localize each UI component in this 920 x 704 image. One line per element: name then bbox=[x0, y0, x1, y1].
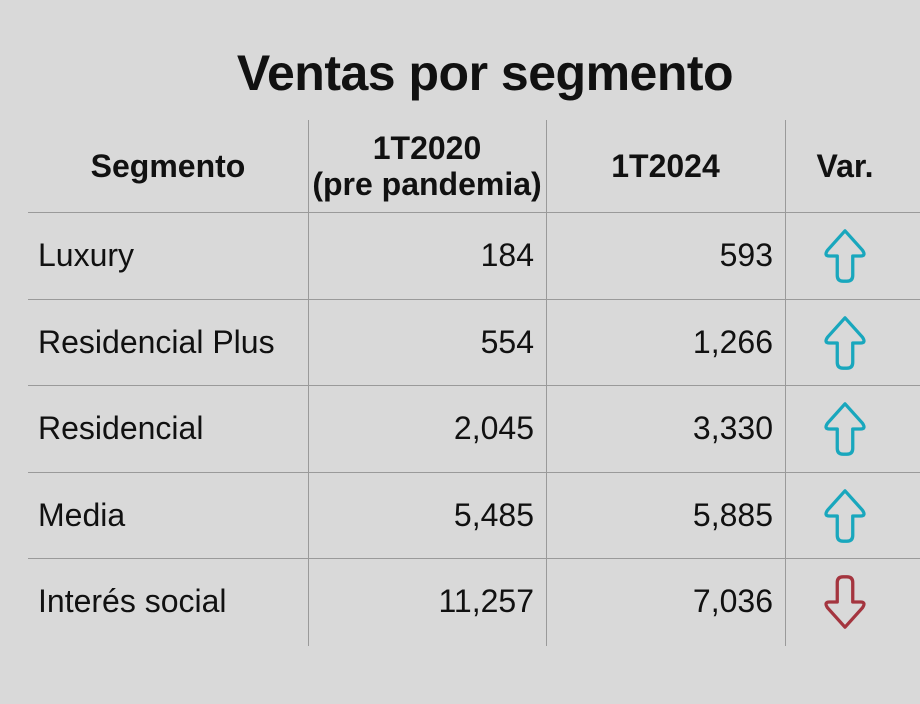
segment-cell: Residencial Plus bbox=[28, 299, 308, 386]
value-2020-cell: 11,257 bbox=[308, 558, 546, 645]
value-2020-cell: 2,045 bbox=[308, 385, 546, 472]
header-segmento: Segmento bbox=[28, 120, 308, 212]
header-1t2024: 1T2024 bbox=[546, 120, 785, 212]
value-2024-cell-text: 3,330 bbox=[692, 410, 773, 446]
value-2020-cell: 184 bbox=[308, 212, 546, 299]
row-divider bbox=[28, 472, 920, 473]
column-divider bbox=[785, 120, 786, 646]
value-2024-cell-text: 593 bbox=[719, 237, 773, 273]
arrow-up-icon bbox=[824, 401, 866, 456]
arrow-up-icon bbox=[824, 488, 866, 543]
segment-cell-text: Luxury bbox=[38, 237, 135, 273]
header-var: Var. bbox=[785, 120, 905, 212]
value-2020-cell-text: 2,045 bbox=[453, 410, 534, 446]
segment-cell: Luxury bbox=[28, 212, 308, 299]
row-divider bbox=[28, 299, 920, 300]
arrow-up-icon bbox=[824, 228, 866, 283]
column-divider bbox=[546, 120, 547, 646]
segment-cell-text: Residencial bbox=[38, 410, 204, 446]
variation-cell bbox=[785, 299, 905, 386]
value-2020-cell-text: 554 bbox=[480, 324, 534, 360]
value-2024-cell: 593 bbox=[546, 212, 785, 299]
arrow-down-icon bbox=[824, 574, 866, 629]
header-1t2020-label: 1T2020 bbox=[372, 130, 482, 166]
variation-cell bbox=[785, 212, 905, 299]
segment-cell: Media bbox=[28, 472, 308, 559]
value-2024-cell-text: 1,266 bbox=[692, 324, 773, 360]
value-2020-cell-text: 11,257 bbox=[438, 583, 535, 619]
value-2024-cell: 1,266 bbox=[546, 299, 785, 386]
value-2020-cell: 5,485 bbox=[308, 472, 546, 559]
value-2024-cell-text: 5,885 bbox=[692, 497, 773, 533]
variation-cell bbox=[785, 472, 905, 559]
arrow-up-icon bbox=[824, 315, 866, 370]
segment-cell: Residencial bbox=[28, 385, 308, 472]
variation-cell bbox=[785, 558, 905, 645]
sales-table: Segmento 1T2020 (pre pandemia) 1T2024 Va… bbox=[28, 120, 920, 646]
row-divider bbox=[28, 212, 920, 213]
value-2020-cell-text: 5,485 bbox=[453, 497, 534, 533]
header-1t2020: 1T2020 (pre pandemia) bbox=[308, 120, 546, 212]
segment-cell-text: Interés social bbox=[38, 583, 227, 619]
row-divider bbox=[28, 385, 920, 386]
value-2024-cell: 3,330 bbox=[546, 385, 785, 472]
value-2020-cell: 554 bbox=[308, 299, 546, 386]
column-divider bbox=[308, 120, 309, 646]
header-1t2024-label: 1T2024 bbox=[611, 148, 720, 184]
header-var-label: Var. bbox=[816, 148, 874, 184]
row-divider bbox=[28, 558, 920, 559]
header-segmento-label: Segmento bbox=[90, 148, 246, 184]
value-2024-cell: 7,036 bbox=[546, 558, 785, 645]
segment-cell-text: Media bbox=[38, 497, 126, 533]
value-2024-cell: 5,885 bbox=[546, 472, 785, 559]
chart-title: Ventas por segmento bbox=[236, 45, 734, 101]
value-2020-cell-text: 184 bbox=[480, 237, 534, 273]
variation-cell bbox=[785, 385, 905, 472]
value-2024-cell-text: 7,036 bbox=[692, 583, 773, 619]
segment-cell: Interés social bbox=[28, 558, 308, 645]
segment-cell-text: Residencial Plus bbox=[38, 324, 275, 360]
header-1t2020-sublabel: (pre pandemia) bbox=[312, 166, 542, 202]
